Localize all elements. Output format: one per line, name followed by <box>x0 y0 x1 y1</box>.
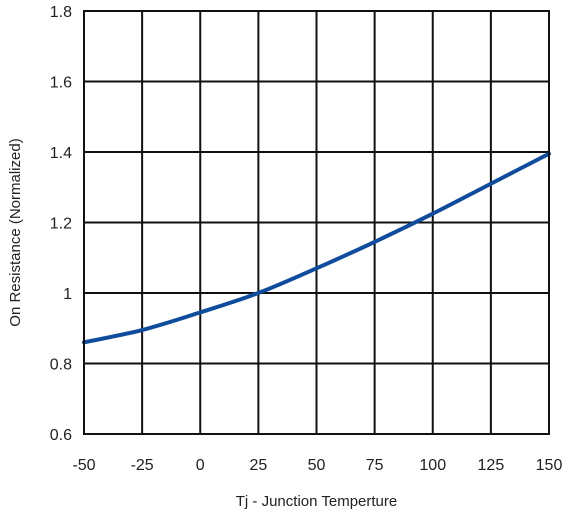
y-axis-ticks: 0.6 0.8 1 1.2 1.4 1.6 1.8 <box>50 4 72 444</box>
plot-frame <box>83 10 550 435</box>
y-tick-label: 0.8 <box>50 357 72 374</box>
x-tick-label: 150 <box>536 457 563 474</box>
x-axis-label: Tj - Junction Temperture <box>236 493 397 510</box>
y-tick-label: 1.4 <box>50 145 72 162</box>
x-tick-label: 100 <box>419 457 446 474</box>
x-tick-label: 0 <box>196 457 205 474</box>
grid <box>83 10 550 435</box>
y-tick-label: 0.6 <box>50 427 72 444</box>
y-tick-label: 1.8 <box>50 4 72 21</box>
y-tick-label: 1 <box>63 286 72 303</box>
x-tick-label: -50 <box>72 457 95 474</box>
x-axis-ticks: -50 -25 0 25 50 75 100 125 150 <box>72 457 562 474</box>
y-axis-label: On Resistance (Normalized) <box>7 138 24 326</box>
x-tick-label: 125 <box>478 457 505 474</box>
series-line <box>82 151 551 345</box>
x-tick-label: 75 <box>366 457 384 474</box>
y-tick-label: 1.2 <box>50 216 72 233</box>
x-tick-label: 25 <box>249 457 267 474</box>
x-tick-label: 50 <box>308 457 326 474</box>
y-tick-label: 1.6 <box>50 75 72 92</box>
x-tick-label: -25 <box>131 457 154 474</box>
series-layer <box>82 151 551 345</box>
